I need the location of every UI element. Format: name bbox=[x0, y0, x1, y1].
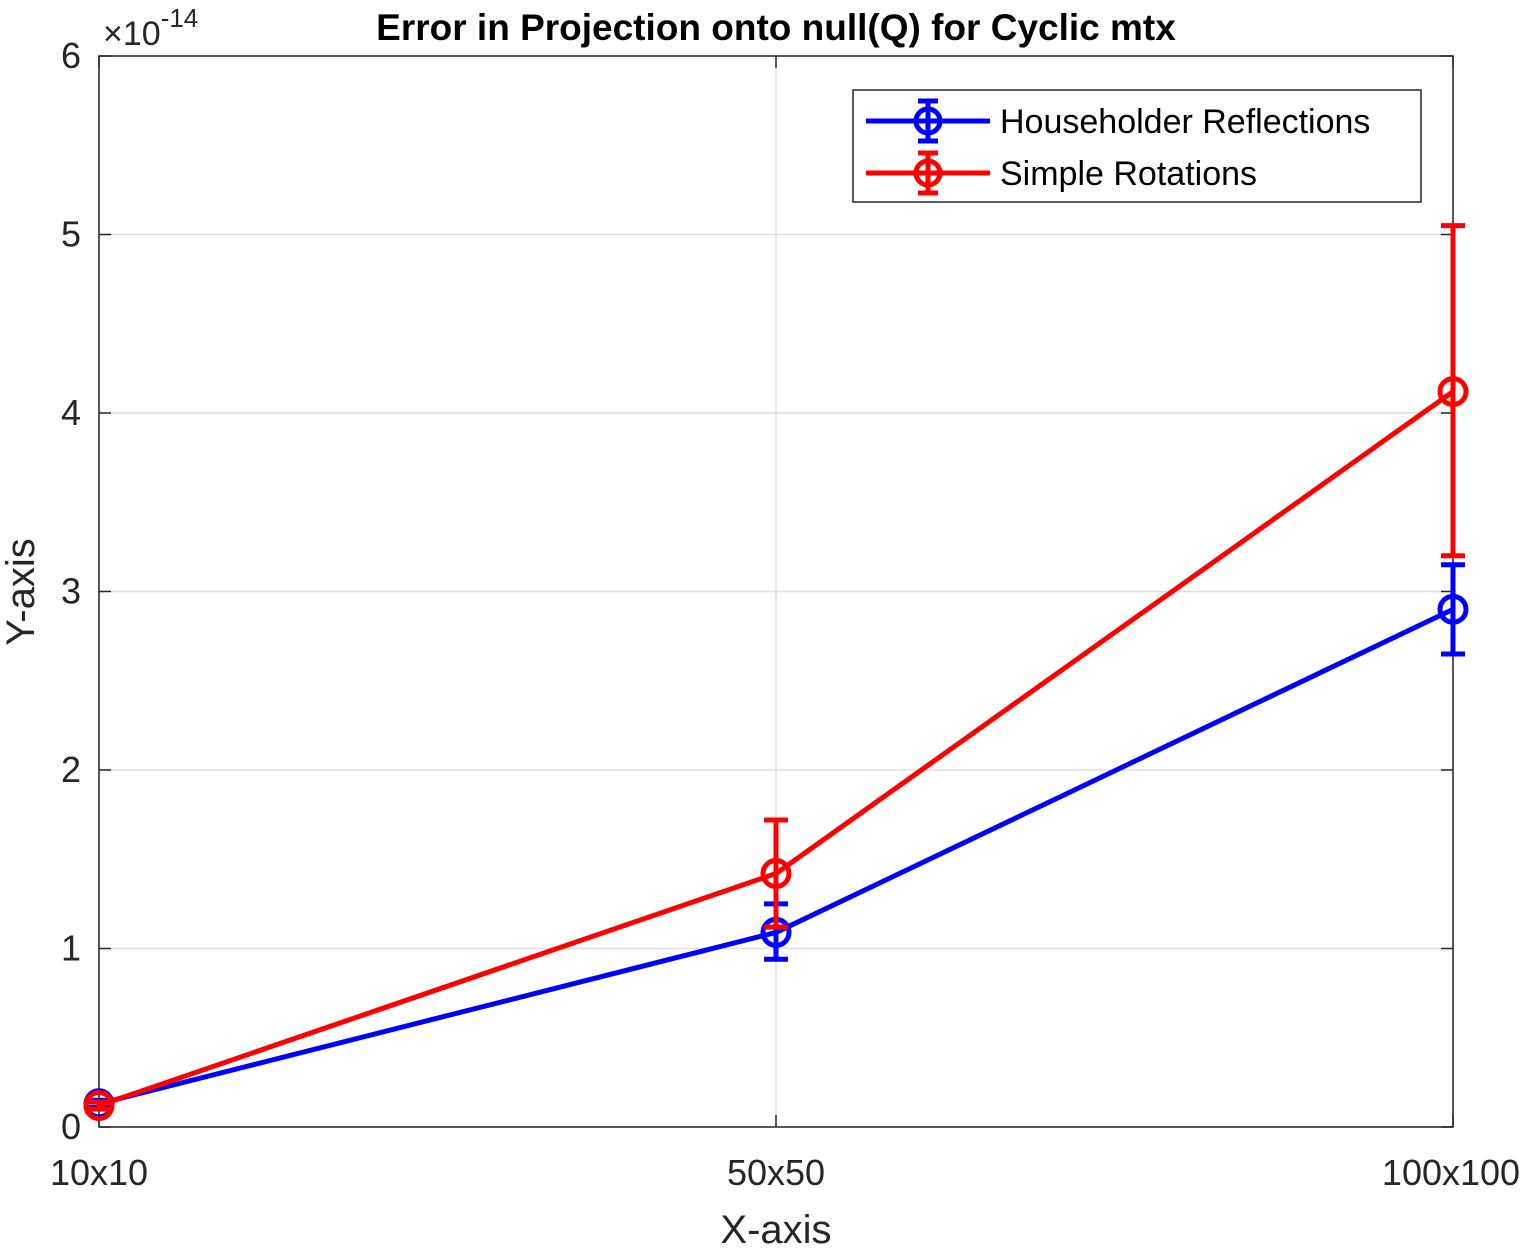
svg-text:×10-14: ×10-14 bbox=[103, 3, 198, 53]
data-point bbox=[1437, 376, 1469, 408]
x-tick-label: 50x50 bbox=[727, 1152, 825, 1193]
error-bar bbox=[87, 1099, 111, 1112]
y-tick-label: 6 bbox=[61, 35, 81, 76]
data-point bbox=[1437, 593, 1469, 625]
legend: Householder Reflections Simple Rotations bbox=[852, 89, 1422, 203]
series-2 bbox=[83, 223, 1469, 1122]
series-layer bbox=[83, 223, 1469, 1122]
legend-marker bbox=[913, 106, 943, 136]
grid bbox=[98, 55, 1454, 1128]
y-tick-label: 5 bbox=[61, 214, 81, 255]
error-bar bbox=[764, 817, 788, 930]
legend-entry-2: Simple Rotations bbox=[866, 150, 1257, 196]
x-tick-label: 10x10 bbox=[50, 1152, 148, 1193]
error-bar bbox=[1441, 223, 1465, 559]
error-bar bbox=[1441, 562, 1465, 657]
legend-label: Householder Reflections bbox=[1000, 103, 1370, 141]
exponent-power: -14 bbox=[161, 3, 199, 33]
exponent-base: 10 bbox=[123, 15, 161, 53]
y-axis-label: Y-axis bbox=[0, 538, 43, 645]
legend-box bbox=[852, 89, 1422, 203]
y-tick-label: 1 bbox=[61, 928, 81, 969]
legend-label: Simple Rotations bbox=[1000, 155, 1257, 193]
chart-title: Error in Projection onto null(Q) for Cyc… bbox=[376, 7, 1176, 48]
tick-labels: 0 1 2 3 4 5 6 10x10 50x50 100x100 bbox=[50, 35, 1520, 1193]
x-axis-label: X-axis bbox=[720, 1208, 831, 1250]
y-exponent: ×10-14 bbox=[103, 3, 198, 53]
y-tick-label: 0 bbox=[61, 1106, 81, 1147]
x-tick-label: 100x100 bbox=[1382, 1152, 1520, 1193]
y-tick-label: 4 bbox=[61, 392, 81, 433]
exponent-multiplier: × bbox=[103, 15, 123, 53]
data-point bbox=[760, 858, 792, 890]
legend-entry-1: Householder Reflections bbox=[866, 98, 1370, 144]
legend-marker bbox=[913, 158, 943, 188]
data-point bbox=[83, 1090, 115, 1122]
y-tick-label: 2 bbox=[61, 749, 81, 790]
y-tick-label: 3 bbox=[61, 571, 81, 612]
